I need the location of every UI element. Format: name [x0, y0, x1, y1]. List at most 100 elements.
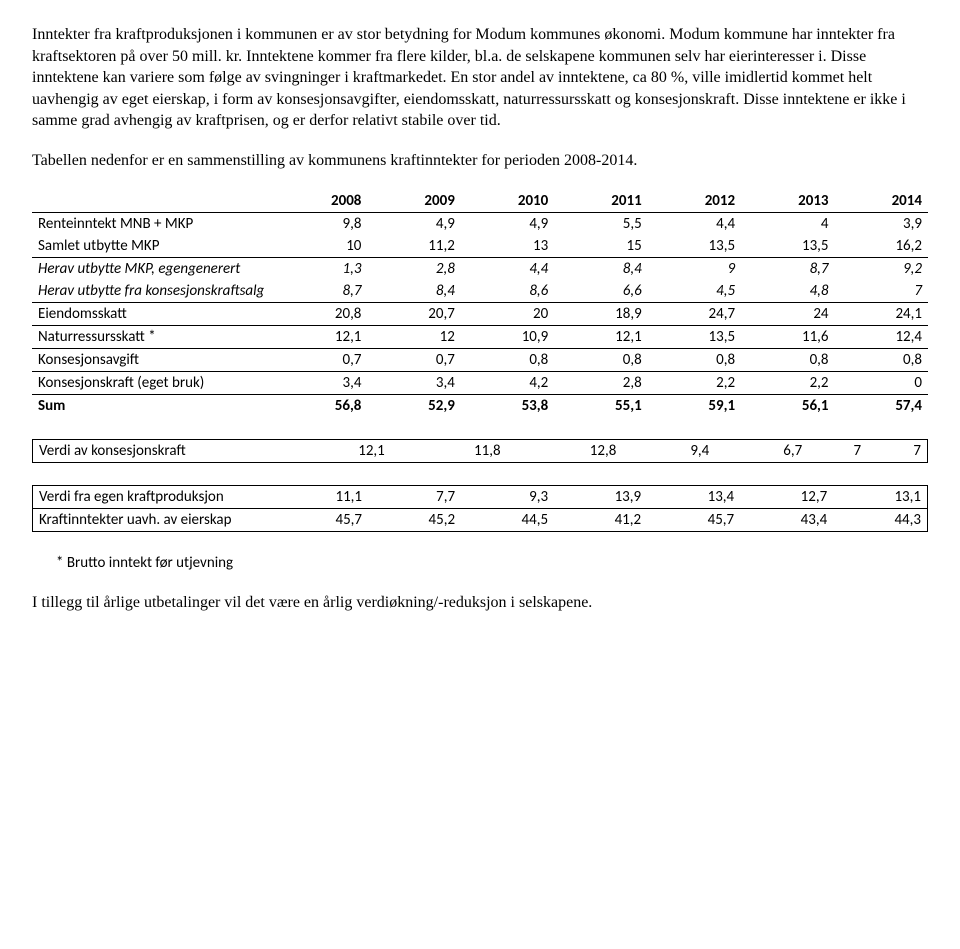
table-row: Konsesjonskraft (eget bruk)3,43,44,22,82… [32, 371, 928, 394]
row-label: Konsesjonskraft (eget bruk) [32, 371, 274, 394]
footnote-brutto: * Brutto inntekt før utjevning [56, 554, 928, 572]
row-label: Samlet utbytte MKP [32, 235, 274, 258]
sum-value: 52,9 [367, 394, 460, 417]
row-value: 43,4 [740, 508, 833, 531]
row-value: 3,4 [274, 371, 367, 394]
row-value: 0 [835, 371, 928, 394]
sum-row: Sum56,852,953,855,159,156,157,4 [32, 394, 928, 417]
table-header-year: 2013 [741, 190, 834, 213]
row-value: 12,4 [835, 325, 928, 348]
row-label: Eiendomsskatt [32, 302, 274, 325]
row-value: 4,4 [461, 257, 554, 280]
row-value: 18,9 [554, 302, 647, 325]
row-value: 0,8 [554, 348, 647, 371]
row-label: Renteinntekt MNB + MKP [32, 212, 274, 235]
row-label: Herav utbytte MKP, egengenerert [32, 257, 274, 280]
sum-value: 57,4 [835, 394, 928, 417]
row-value: 3,9 [835, 212, 928, 235]
row-value: 13 [461, 235, 554, 258]
row-value: 13,5 [648, 325, 741, 348]
row-value: 7 [835, 280, 928, 303]
row-value: 45,7 [275, 508, 368, 531]
row-value: 2,8 [554, 371, 647, 394]
row-value: 9,8 [274, 212, 367, 235]
table-header-year: 2008 [274, 190, 367, 213]
row-value: 1,3 [274, 257, 367, 280]
row-label: Kraftinntekter uavh. av eierskap [33, 508, 276, 531]
row-value: 10 [274, 235, 367, 258]
row-value: 0,7 [274, 348, 367, 371]
row-value: 6,6 [554, 280, 647, 303]
row-value: 44,3 [833, 508, 927, 531]
table-row: Naturressursskatt *12,11210,912,113,511,… [32, 325, 928, 348]
row-value: 9,2 [835, 257, 928, 280]
table-row: Verdi av konsesjonskraft12,111,812,89,46… [33, 439, 928, 462]
row-value: 12,1 [274, 325, 367, 348]
table-row: Herav utbytte fra konsesjonskraftsalg8,7… [32, 280, 928, 303]
row-value: 0,8 [648, 348, 741, 371]
row-label: Herav utbytte fra konsesjonskraftsalg [32, 280, 274, 303]
row-value: 15 [554, 235, 647, 258]
row-value: 9,3 [461, 485, 554, 508]
intro-paragraph-2: Tabellen nedenfor er en sammenstilling a… [32, 150, 928, 172]
row-label: Verdi av konsesjonskraft [33, 439, 276, 462]
row-value: 11,6 [741, 325, 834, 348]
table-header-year: 2009 [367, 190, 460, 213]
table-row: Renteinntekt MNB + MKP9,84,94,95,54,443,… [32, 212, 928, 235]
sum-value: 59,1 [648, 394, 741, 417]
row-value: 3,4 [367, 371, 460, 394]
sum-value: 56,8 [274, 394, 367, 417]
table-row: Eiendomsskatt20,820,72018,924,72424,1 [32, 302, 928, 325]
row-value: 4,2 [461, 371, 554, 394]
row-value: 20,8 [274, 302, 367, 325]
row-value: 4,8 [741, 280, 834, 303]
row-value: 12,1 [275, 439, 391, 462]
table-header-year: 2011 [554, 190, 647, 213]
row-value: 16,2 [835, 235, 928, 258]
row-value: 9,4 [622, 439, 715, 462]
row-value: 44,5 [461, 508, 554, 531]
sum-value: 56,1 [741, 394, 834, 417]
row-label: Naturressursskatt * [32, 325, 274, 348]
row-value: 24,1 [835, 302, 928, 325]
row-value: 13,4 [647, 485, 740, 508]
row-value: 8,4 [554, 257, 647, 280]
row-value: 4 [741, 212, 834, 235]
row-value: 8,6 [461, 280, 554, 303]
row-value: 0,8 [461, 348, 554, 371]
row-value: 20 [461, 302, 554, 325]
row-value: 8,7 [741, 257, 834, 280]
egen-produksjon-table: Verdi fra egen kraftproduksjon11,17,79,3… [32, 485, 928, 532]
main-kraftinntekter-table: 2008200920102011201220132014 Renteinntek… [32, 190, 928, 417]
row-value: 9 [648, 257, 741, 280]
row-value: 45,2 [368, 508, 461, 531]
row-value: 7,7 [368, 485, 461, 508]
row-value: 4,9 [461, 212, 554, 235]
row-value: 4,5 [648, 280, 741, 303]
table-row: Kraftinntekter uavh. av eierskap45,745,2… [33, 508, 928, 531]
row-value: 0,8 [835, 348, 928, 371]
row-value: 24 [741, 302, 834, 325]
row-value: 10,9 [461, 325, 554, 348]
table-row: Samlet utbytte MKP1011,2131513,513,516,2 [32, 235, 928, 258]
row-label: Verdi fra egen kraftproduksjon [33, 485, 276, 508]
row-value: 41,2 [554, 508, 647, 531]
row-value: 12 [367, 325, 460, 348]
sum-value: 55,1 [554, 394, 647, 417]
table-row: Herav utbytte MKP, egengenerert1,32,84,4… [32, 257, 928, 280]
row-value: 11,1 [275, 485, 368, 508]
row-label: Konsesjonsavgift [32, 348, 274, 371]
table-header-year: 2010 [461, 190, 554, 213]
row-value: 12,1 [554, 325, 647, 348]
row-value: 13,5 [648, 235, 741, 258]
row-value: 24,7 [648, 302, 741, 325]
row-value: 4,4 [648, 212, 741, 235]
closing-paragraph: I tillegg til årlige utbetalinger vil de… [32, 592, 928, 614]
sum-label: Sum [32, 394, 274, 417]
row-value: 5,5 [554, 212, 647, 235]
row-value: 13,1 [833, 485, 927, 508]
row-value: 13,9 [554, 485, 647, 508]
row-value: 11,8 [391, 439, 507, 462]
row-value: 6,7 [715, 439, 808, 462]
row-value: 13,5 [741, 235, 834, 258]
